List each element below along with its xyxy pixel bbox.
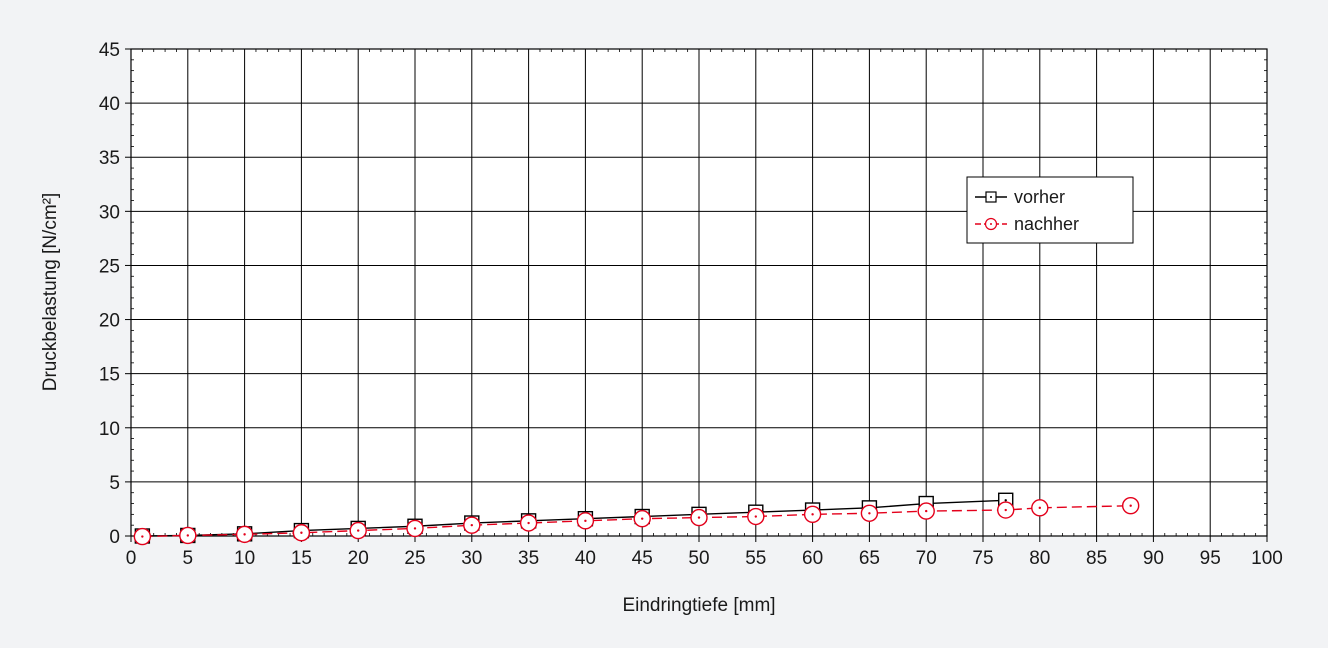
data-point-dot xyxy=(1129,504,1132,507)
x-tick-label: 100 xyxy=(1251,548,1283,569)
x-tick-label: 10 xyxy=(234,548,255,569)
data-point-dot xyxy=(641,517,644,520)
y-tick-label: 0 xyxy=(109,527,120,548)
data-point-dot xyxy=(584,519,587,523)
data-point-dot xyxy=(697,516,701,519)
y-tick-label: 25 xyxy=(99,256,120,277)
x-axis-label: Eindringtiefe [mm] xyxy=(622,595,775,616)
x-tick-label: 30 xyxy=(461,548,482,569)
x-tick-label: 40 xyxy=(575,548,596,569)
legend-box xyxy=(966,176,1134,244)
x-tick-label: 75 xyxy=(972,548,993,569)
data-point-dot xyxy=(357,529,360,532)
data-point-dot xyxy=(243,533,246,536)
data-point-dot xyxy=(527,521,530,525)
y-tick-label: 40 xyxy=(99,94,120,115)
x-tick-label: 20 xyxy=(348,548,369,569)
legend: vorher nachher xyxy=(966,176,1134,244)
data-point-dot xyxy=(1004,499,1007,502)
data-point-dot xyxy=(141,535,144,538)
y-tick-label: 10 xyxy=(99,419,120,440)
data-point-dot xyxy=(868,512,871,515)
legend-label: vorher xyxy=(1014,187,1065,207)
y-axis-label: Druckbelastung [N/cm²] xyxy=(40,193,61,392)
y-tick-label: 15 xyxy=(99,365,120,386)
data-point-dot xyxy=(811,513,814,516)
x-tick-label: 95 xyxy=(1200,548,1221,569)
data-point-dot xyxy=(754,515,757,518)
x-tick-label: 55 xyxy=(745,548,766,569)
data-point-dot xyxy=(925,509,928,513)
x-tick-label: 35 xyxy=(518,548,539,569)
x-tick-label: 45 xyxy=(632,548,653,569)
legend-swatch-dot xyxy=(990,223,992,225)
x-tick-label: 0 xyxy=(126,548,137,569)
data-point-dot xyxy=(413,527,417,530)
series-line-nachher xyxy=(142,504,1131,538)
y-tick-label: 5 xyxy=(109,473,120,494)
series-layer xyxy=(133,492,1140,546)
data-point-dot xyxy=(1004,508,1007,512)
x-axis: 0 5 10 15 20 25 30 35 40 45 50 55 60 65 70 75 80 85 90 95 10… xyxy=(126,49,1283,569)
grid xyxy=(131,49,1267,536)
series-line-vorher xyxy=(142,499,1006,537)
data-point-dot xyxy=(300,531,303,534)
legend-label: nachher xyxy=(1014,214,1079,234)
x-tick-label: 25 xyxy=(404,548,425,569)
x-tick-label: 65 xyxy=(859,548,880,569)
x-tick-label: 50 xyxy=(688,548,709,569)
x-tick-label: 80 xyxy=(1029,548,1050,569)
x-tick-label: 90 xyxy=(1143,548,1164,569)
data-point-dot xyxy=(186,534,189,537)
legend-swatch-dot xyxy=(990,196,992,198)
y-axis: 0 5 10 15 20 25 30 35 40 45 xyxy=(99,40,1267,548)
x-tick-label: 70 xyxy=(916,548,937,569)
data-point-dot xyxy=(470,523,473,527)
y-tick-label: 30 xyxy=(99,202,120,223)
y-tick-label: 35 xyxy=(99,148,120,169)
series-nachher xyxy=(133,496,1140,546)
x-tick-label: 15 xyxy=(291,548,312,569)
x-tick-label: 60 xyxy=(802,548,823,569)
x-tick-label: 85 xyxy=(1086,548,1107,569)
y-tick-label: 45 xyxy=(99,40,120,61)
data-point-dot xyxy=(1038,506,1042,510)
x-tick-label: 5 xyxy=(183,548,194,569)
y-tick-label: 20 xyxy=(99,311,120,332)
